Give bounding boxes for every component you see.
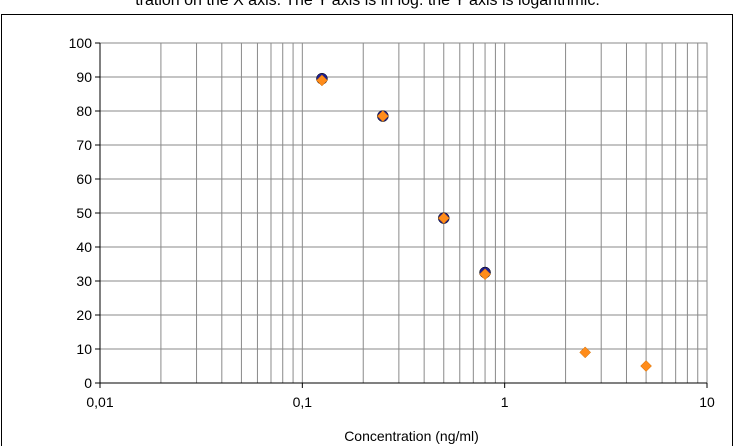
chart-caption: tration on the X axis. The Y axis is in … bbox=[135, 0, 600, 9]
diamond-marker bbox=[316, 74, 328, 87]
y-tick-label: 80 bbox=[76, 103, 92, 119]
diamond-marker bbox=[640, 360, 652, 372]
y-tick-label: 50 bbox=[76, 205, 92, 221]
x-axis-title: Concentration (ng/ml) bbox=[344, 428, 479, 444]
gridlines bbox=[100, 42, 707, 384]
x-tick-label: 10 bbox=[699, 394, 715, 410]
y-tick-label: 10 bbox=[76, 341, 92, 357]
y-tick-label: 70 bbox=[76, 137, 92, 153]
axes bbox=[95, 42, 708, 388]
diamond-marker bbox=[579, 346, 592, 359]
y-tick-label: 90 bbox=[76, 69, 92, 85]
x-tick-label: 0,01 bbox=[86, 394, 113, 410]
y-tick-label: 40 bbox=[76, 239, 92, 255]
y-tick-label: 60 bbox=[76, 171, 92, 187]
y-tick-label: 20 bbox=[76, 307, 92, 323]
data-points bbox=[316, 72, 652, 372]
tick-labels: 0 10 20 30 40 50 60 70 80 90 100 0,01 0,1 1 10 bbox=[69, 35, 715, 410]
x-tick-label: 0,1 bbox=[293, 394, 313, 410]
diamond-marker bbox=[437, 212, 450, 224]
y-tick-label: 100 bbox=[69, 35, 93, 51]
diamond-marker bbox=[376, 110, 389, 122]
diamond-marker bbox=[479, 268, 491, 281]
chart-area-border bbox=[1, 14, 733, 446]
y-tick-label: 30 bbox=[76, 273, 92, 289]
y-tick-label: 0 bbox=[84, 375, 92, 391]
x-tick-label: 1 bbox=[501, 394, 509, 410]
